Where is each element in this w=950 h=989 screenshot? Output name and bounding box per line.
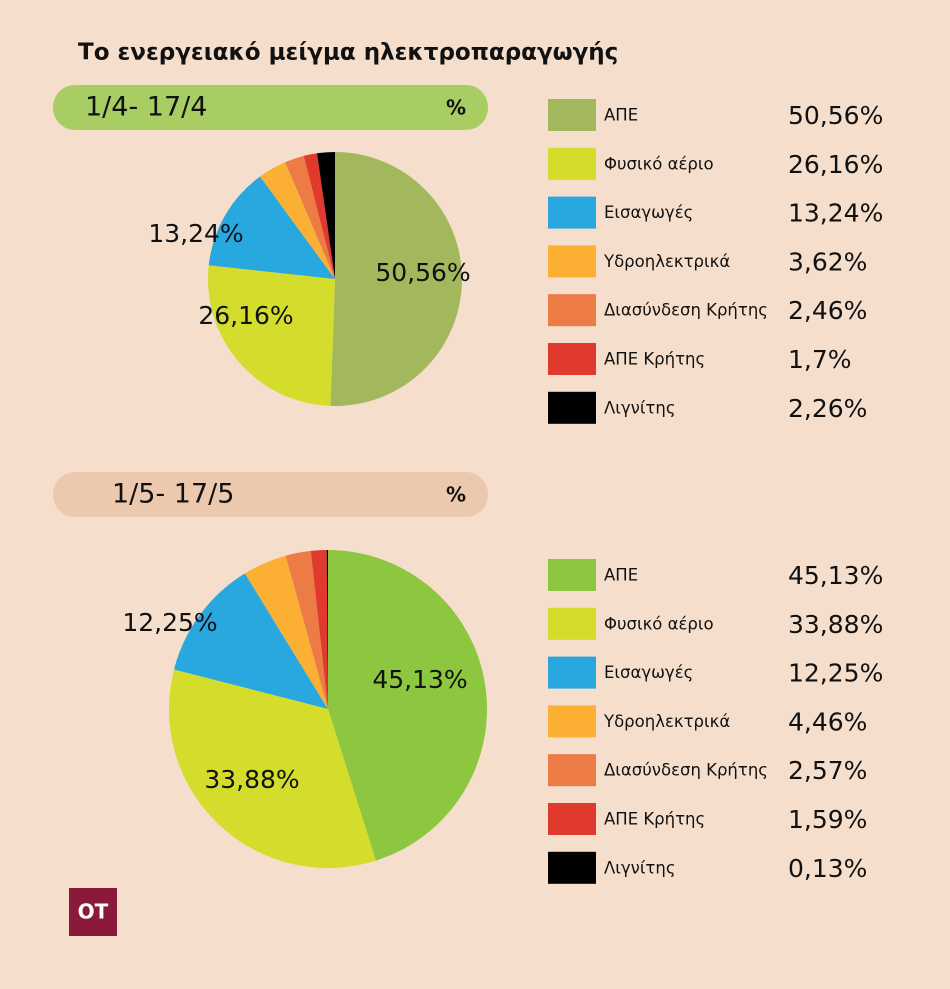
legend-swatch [548,343,596,375]
legend-label: Φυσικό αέριο [604,154,714,173]
pie-slice [244,555,328,709]
legend-label: ΑΠΕ Κρήτης [604,350,705,369]
legend-swatch [548,803,596,835]
legend-swatch [548,391,596,424]
legend-swatch [548,705,596,738]
unit: % [446,483,466,507]
pie-slice [317,152,335,279]
legend-value: 2,26% [788,394,867,423]
pie-slice [208,176,335,279]
legend-value: 1,59% [788,805,867,834]
legend-label: ΑΠΕ [604,106,638,125]
legend-swatch [548,294,596,327]
legend-value: 1,7% [788,345,852,374]
legend-label: Εισαγωγές [604,663,693,682]
legend-swatch [548,607,596,640]
legend-value: 3,62% [788,247,867,276]
pie-slice [310,550,328,709]
pie-slice [285,550,328,709]
legend-value: 2,46% [788,296,867,325]
legend-swatch [548,559,596,591]
legend-value: 13,24% [788,199,883,228]
legend-swatch [548,99,596,131]
header-bar [53,472,488,517]
legend-swatch [548,656,596,689]
legend-value: 33,88% [788,610,883,639]
subtitle: 1/5- 17/5 [112,479,234,510]
legend-label: Υδροηλεκτρικά [603,252,730,271]
legend-label: ΑΠΕ [604,566,638,585]
pie-slice [169,669,376,868]
header-bar [53,85,488,130]
pie-slice [174,573,328,709]
legend-label: Διασύνδεση Κρήτης [604,301,768,320]
legend-value: 4,46% [788,707,867,736]
pie-slice [326,550,328,709]
slice-label: 50,56% [375,258,470,287]
legend-label: ΑΠΕ Κρήτης [604,810,705,829]
legend-label: Διασύνδεση Κρήτης [604,761,768,780]
slice-label: 26,16% [198,301,293,330]
legend-label: Φυσικό αέριο [604,614,714,633]
subtitle: 1/4- 17/4 [85,92,207,123]
pie-slice [303,153,335,279]
pie-slice [328,550,488,861]
legend-label: Λιγνίτης [604,398,676,417]
pie-slice [260,162,335,279]
legend-swatch [548,196,596,229]
slice-label: 45,13% [372,665,467,694]
legend-swatch [548,754,596,787]
pie-slice [208,265,335,406]
legend-swatch [548,245,596,278]
legend-swatch [548,147,596,180]
slice-label: 12,25% [122,608,217,637]
legend-label: Λιγνίτης [604,858,676,877]
legend-label: Υδροηλεκτρικά [603,712,730,731]
legend-label: Εισαγωγές [604,203,693,222]
pie-slice [330,152,463,406]
legend-value: 45,13% [788,561,883,590]
slice-label: 13,24% [148,219,243,248]
legend-swatch [548,851,596,884]
logo: OT [78,900,109,924]
legend-value: 2,57% [788,756,867,785]
unit: % [446,96,466,120]
legend-value: 50,56% [788,101,883,130]
title: Το ενεργειακό μείγμα ηλεκτροπαραγωγής [78,40,618,66]
legend-value: 0,13% [788,854,867,883]
logo-box [69,888,117,936]
legend-value: 26,16% [788,150,883,179]
legend-value: 12,25% [788,659,883,688]
pie-slice [285,155,335,279]
slice-label: 33,88% [204,765,299,794]
